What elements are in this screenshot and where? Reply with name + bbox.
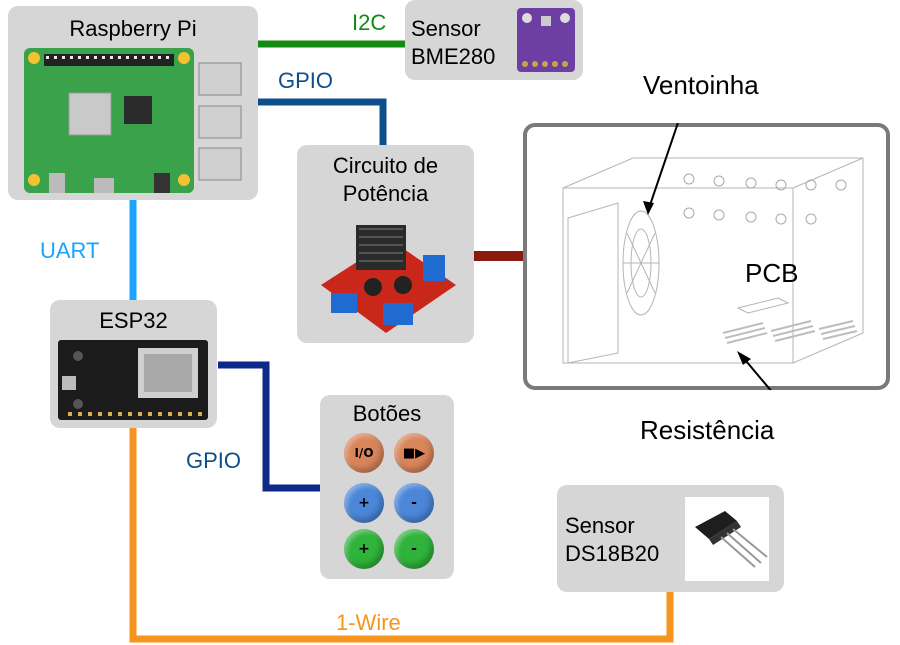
ds18b20-sensor-block: Sensor DS18B20 [557, 485, 784, 592]
green-plus-button[interactable]: + [344, 529, 384, 569]
gpio-top-wire [258, 98, 387, 148]
bme280-chip-image [517, 8, 575, 72]
buttons-title: Botões [352, 401, 422, 426]
ds18b20-probe-image [685, 497, 769, 581]
i2c-label: I2C [352, 10, 387, 35]
raspberry-pi-title: Raspberry Pi [69, 16, 197, 41]
pcb-label: PCB [745, 258, 799, 288]
gpio-top-label: GPIO [278, 68, 334, 93]
fan-label: Ventoinha [643, 70, 759, 100]
power-circuit-title-line2: Potência [342, 181, 429, 206]
power-circuit-title-line1: Circuito de [332, 153, 439, 178]
power-circuit-block: Circuito de Potência [297, 145, 474, 343]
raspberry-pi-block: Raspberry Pi [8, 6, 258, 200]
esp32-block: ESP32 [50, 300, 217, 428]
ds18b20-label-line2: DS18B20 [565, 541, 660, 566]
gpio-bottom-label: GPIO [186, 448, 242, 473]
ds18b20-label-line1: Sensor [565, 513, 635, 538]
gpio-bottom-wire [218, 361, 322, 492]
bme280-label-line2: BME280 [411, 44, 496, 69]
blue-minus-button[interactable]: - [394, 483, 434, 523]
enclosure-panel [523, 123, 890, 390]
blue-plus-button[interactable]: + [344, 483, 384, 523]
bme280-label-line1: Sensor [411, 16, 481, 41]
power-toggle-button[interactable]: I/O [344, 433, 384, 473]
power-driver-board-image [321, 225, 456, 333]
stop-play-button[interactable]: ■▶ [394, 433, 434, 473]
onewire-label: 1-Wire [336, 610, 401, 635]
enclosure-drawing [562, 123, 864, 390]
green-minus-button[interactable]: - [394, 529, 434, 569]
buttons-block: Botões I/O ■▶ + - + - [320, 395, 454, 579]
onewire-wire [129, 428, 674, 643]
esp32-board-image [58, 340, 208, 420]
raspberry-pi-board-image [24, 48, 242, 193]
bme280-sensor-block: Sensor BME280 [405, 0, 583, 80]
heater-label: Resistência [640, 415, 775, 445]
uart-label: UART [40, 238, 100, 263]
esp32-title: ESP32 [99, 308, 168, 333]
